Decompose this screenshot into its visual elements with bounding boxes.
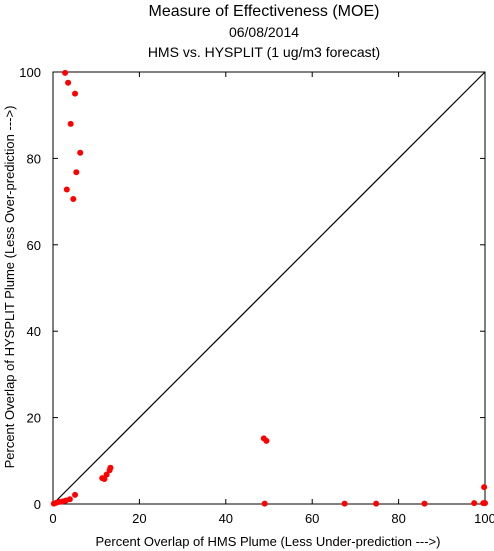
data-point [482,500,488,507]
data-point [263,437,270,444]
data-point [471,500,478,507]
data-point [70,196,77,203]
data-point [65,79,72,86]
x-tick-label: 20 [132,511,146,526]
y-tick-label: 0 [34,497,41,512]
x-tick-label: 60 [305,511,319,526]
chart-subtitle-comparison: HMS vs. HYSPLIT (1 ug/m3 forecast) [148,44,380,60]
data-points [50,69,488,507]
data-point [63,186,70,193]
data-point [103,471,110,478]
y-tick-label: 20 [27,411,41,426]
tick-labels: 0 20 40 60 80 100 0 20 40 60 80 100 [19,65,494,526]
data-point [66,496,73,503]
y-tick-label: 60 [27,238,41,253]
data-point [421,500,428,507]
data-point [341,500,348,507]
x-tick-label: 40 [219,511,233,526]
x-axis-label: Percent Overlap of HMS Plume (Less Under… [96,534,441,549]
x-tick-label: 100 [474,511,494,526]
data-point [73,169,80,176]
y-tick-label: 40 [27,324,41,339]
x-tick-label: 80 [391,511,405,526]
data-point [261,500,268,507]
data-point [481,484,488,491]
identity-line [52,71,486,505]
y-tick-label: 80 [27,151,41,166]
data-point [107,464,114,471]
data-point [72,491,79,498]
y-axis-label: Percent Overlap of HYSPLIT Plume (Less O… [2,106,17,469]
reference-diagonal [52,71,486,505]
data-point [77,149,84,156]
data-point [67,120,74,127]
data-point [373,500,380,507]
y-tick-label: 100 [19,65,41,80]
data-point [62,69,69,76]
x-tick-label: 0 [49,511,56,526]
data-point [72,90,79,97]
chart-title: Measure of Effectiveness (MOE) [149,3,380,20]
chart-subtitle-date: 06/08/2014 [229,24,299,40]
plot-frame [52,71,486,505]
